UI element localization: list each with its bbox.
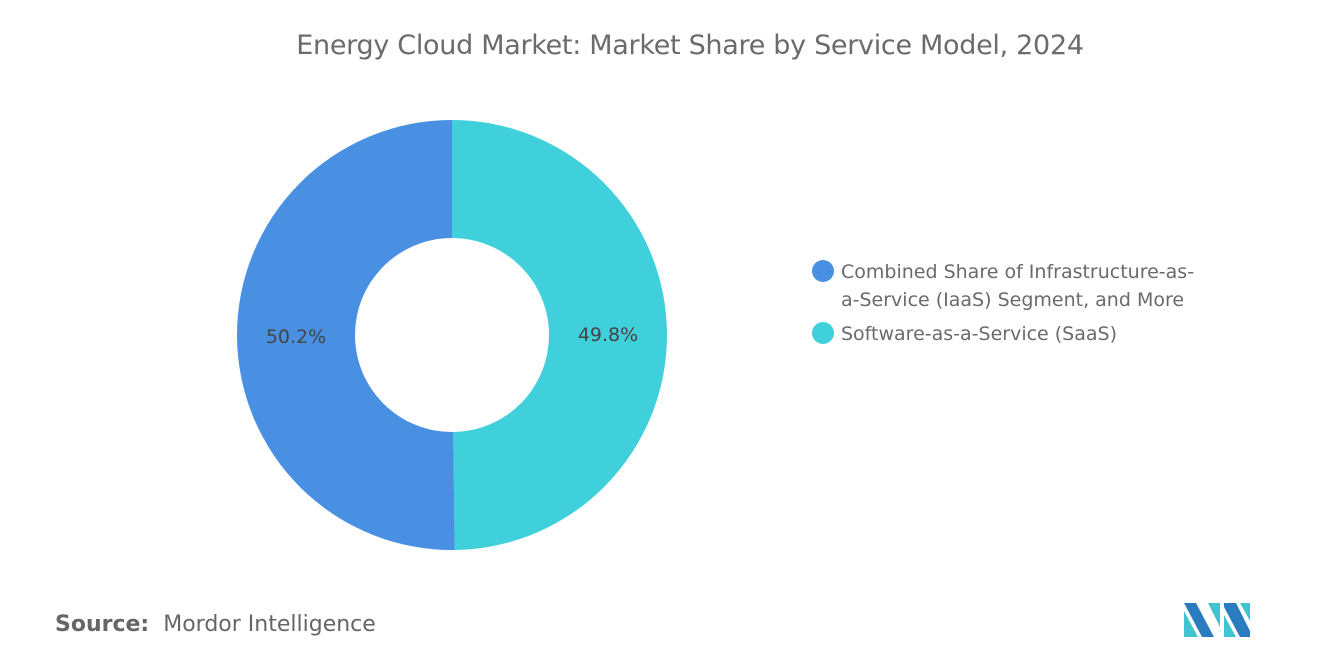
slice-data-label: 49.8% [578, 324, 638, 346]
legend-swatch [812, 260, 834, 282]
legend-item-iaas: Combined Share of Infrastructure-as-a-Se… [812, 258, 1212, 314]
mordor-logo [1184, 603, 1250, 637]
source-note: Source: Mordor Intelligence [55, 612, 376, 637]
legend-item-saas: Software-as-a-Service (SaaS) [812, 320, 1212, 348]
legend-label: Software-as-a-Service (SaaS) [841, 323, 1118, 345]
legend-label: Combined Share of Infrastructure-as-a-Se… [841, 261, 1195, 311]
donut-slice [237, 120, 455, 550]
legend: Combined Share of Infrastructure-as-a-Se… [812, 258, 1212, 354]
legend-swatch [812, 322, 834, 344]
chart-title: Energy Cloud Market: Market Share by Ser… [296, 30, 1084, 61]
slice-data-label: 50.2% [266, 326, 326, 348]
donut-slice [452, 120, 668, 550]
source-prefix: Source: [55, 612, 150, 637]
source-text: Mordor Intelligence [163, 612, 376, 637]
